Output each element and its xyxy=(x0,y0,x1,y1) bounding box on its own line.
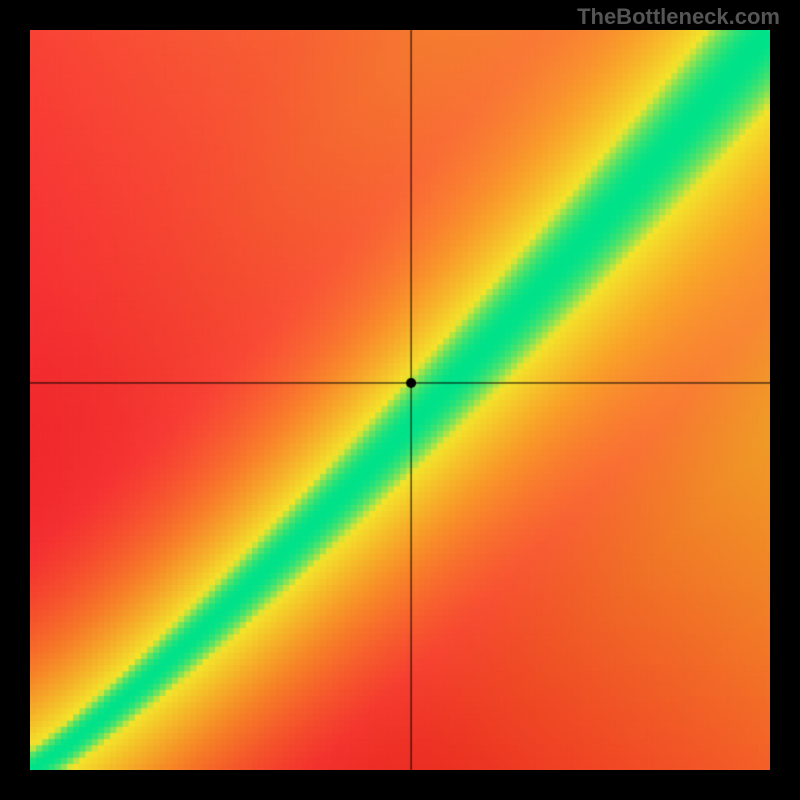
watermark-text: TheBottleneck.com xyxy=(577,4,780,30)
bottleneck-heatmap xyxy=(30,30,770,770)
